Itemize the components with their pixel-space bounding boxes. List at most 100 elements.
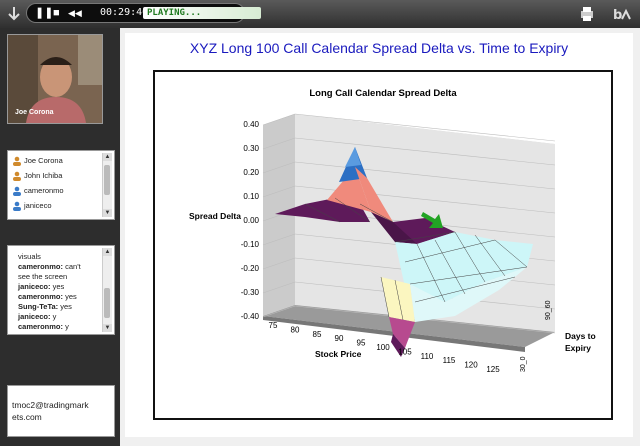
- surface-patch: [410, 267, 527, 322]
- x-tick-label: 95: [357, 339, 366, 348]
- z-tick-label: -0.20: [241, 264, 260, 273]
- x-axis-label: Stock Price: [315, 349, 362, 359]
- print-icon[interactable]: [578, 5, 596, 23]
- surface-patch: [355, 167, 393, 222]
- x-tick-label: 100: [376, 343, 390, 352]
- z-gridline: [262, 257, 296, 270]
- surface-patch: [389, 317, 415, 348]
- z-gridline: [262, 305, 296, 318]
- slide-title: XYZ Long 100 Call Calendar Spread Delta …: [189, 40, 569, 56]
- z-tick-label: -0.40: [241, 312, 260, 321]
- x-tick-label: 80: [291, 325, 300, 334]
- x-tick-label: 90: [335, 334, 344, 343]
- chat-message: janiceco: y: [18, 312, 57, 321]
- x-tick-label: 115: [443, 356, 456, 365]
- list-item[interactable]: cameronmo: [12, 186, 64, 197]
- media-player-bar: ❚❚ ■ ◀◀ 00:29:46 PLAYING...: [27, 4, 261, 22]
- chat-message: visuals: [18, 252, 41, 261]
- user-name: janiceco: [24, 201, 52, 210]
- list-item[interactable]: John Ichiba: [12, 171, 63, 182]
- y-axis-label-line2: Expiry: [565, 343, 591, 353]
- presenter-name: Joe Corona: [15, 109, 54, 116]
- presenter-video: Joe Corona: [7, 34, 103, 124]
- x-tick-label: 125: [486, 365, 500, 374]
- contact-email-line1: tmoc2@tradingmark: [12, 400, 89, 410]
- z-gridline: [262, 185, 296, 198]
- scroll-down-icon[interactable]: ▼: [103, 324, 112, 332]
- z-axis-label: Spread Delta: [189, 211, 241, 221]
- z-gridline: [262, 161, 296, 174]
- svg-text:b: b: [613, 8, 622, 23]
- scroll-up-icon[interactable]: ▲: [103, 248, 112, 256]
- surface-mesh: [304, 197, 528, 321]
- z-gridline: [262, 233, 296, 246]
- green-arrow-icon: [421, 212, 443, 228]
- contact-panel: tmoc2@tradingmark ets.com: [7, 385, 115, 437]
- user-icon: [13, 201, 21, 212]
- chart-title: Long Call Calendar Spread Delta: [309, 88, 457, 99]
- y-axis-label-line1: Days to: [565, 331, 596, 341]
- scroll-down-icon[interactable]: ▼: [103, 209, 112, 217]
- z-gridline: [294, 137, 556, 166]
- z-tick-labels: 0.40 0.30 0.20 0.10 0.00 -0.10 -0.20 -0.30 -0.40: [241, 120, 260, 321]
- surface-patch: [371, 212, 417, 244]
- scroll-up-icon[interactable]: ▲: [103, 153, 112, 161]
- y-tick-label: 90_60: [545, 300, 552, 320]
- contact-email-line2: ets.com: [12, 412, 42, 422]
- z-gridline: [294, 161, 556, 190]
- z-tick-label: 0.40: [243, 120, 259, 129]
- user-name: cameronmo: [24, 186, 64, 195]
- chat-message: cameronmo: y: [18, 322, 69, 331]
- z-gridline: [262, 137, 296, 150]
- chat-scrollbar[interactable]: ▲ ▼: [102, 248, 112, 332]
- z-gridline: [294, 113, 556, 142]
- scroll-thumb[interactable]: [104, 288, 110, 318]
- chart-svg: Long Call Calendar Spread Delta 0.40 0.30…: [189, 88, 596, 374]
- list-item[interactable]: Joe Corona: [12, 156, 63, 167]
- pause-button[interactable]: ❚❚: [35, 7, 54, 19]
- z-tick-label: -0.10: [241, 240, 260, 249]
- user-name: Joe Corona: [24, 156, 63, 165]
- z-gridline: [262, 281, 296, 294]
- stop-button[interactable]: ■: [53, 7, 60, 19]
- surface-patch: [395, 232, 533, 302]
- z-tick-label: 0.30: [243, 144, 259, 153]
- chat-message: see the screen: [18, 272, 68, 281]
- presenter-icon: [13, 171, 21, 182]
- chat-message: cameronmo: yes: [18, 292, 77, 301]
- chat-message: janiceco: yes: [18, 282, 65, 291]
- x-tick-label: 105: [398, 347, 412, 356]
- brand-logo-icon: b: [613, 8, 631, 23]
- x-tick-labels: 75 80 85 90 95 100 105 110 115 120 125: [269, 321, 501, 374]
- z-tick-label: -0.30: [241, 288, 260, 297]
- z-tick-label: 0.20: [243, 168, 259, 177]
- surface-patch: [381, 277, 415, 322]
- presenter-video-frame: [8, 35, 102, 123]
- x-tick-label: 75: [269, 321, 278, 330]
- presentation-slide: XYZ Long 100 Call Calendar Spread Delta …: [125, 33, 633, 437]
- rewind-button[interactable]: ◀◀: [68, 8, 82, 18]
- playback-status: PLAYING...: [143, 7, 261, 19]
- z-gridline: [262, 113, 296, 126]
- list-item[interactable]: janiceco: [12, 201, 52, 212]
- surface-patch: [391, 334, 405, 357]
- attendee-list: Joe Corona John Ichiba cameronmo janicec…: [7, 150, 115, 220]
- y-tick-label: 30_0: [520, 356, 527, 372]
- x-tick-label: 120: [464, 361, 478, 370]
- chat-message: cameronmo: can't: [18, 262, 81, 271]
- arrow-icon[interactable]: [5, 5, 23, 23]
- surface-patch: [327, 167, 371, 212]
- scroll-thumb[interactable]: [104, 165, 110, 195]
- z-tick-label: 0.00: [243, 216, 259, 225]
- x-tick-label: 85: [313, 330, 322, 339]
- surface-patch: [345, 147, 361, 167]
- x-tick-label: 110: [421, 352, 434, 361]
- delta-surface: [275, 147, 533, 357]
- surface-patch: [393, 218, 455, 244]
- chat-message: Sung-TeTa: yes: [18, 302, 72, 311]
- user-icon: [13, 186, 21, 197]
- presenter-icon: [13, 156, 21, 167]
- playback-time: 00:29:46: [100, 7, 149, 18]
- user-name: John Ichiba: [24, 171, 63, 180]
- attendee-scrollbar[interactable]: ▲ ▼: [102, 153, 112, 217]
